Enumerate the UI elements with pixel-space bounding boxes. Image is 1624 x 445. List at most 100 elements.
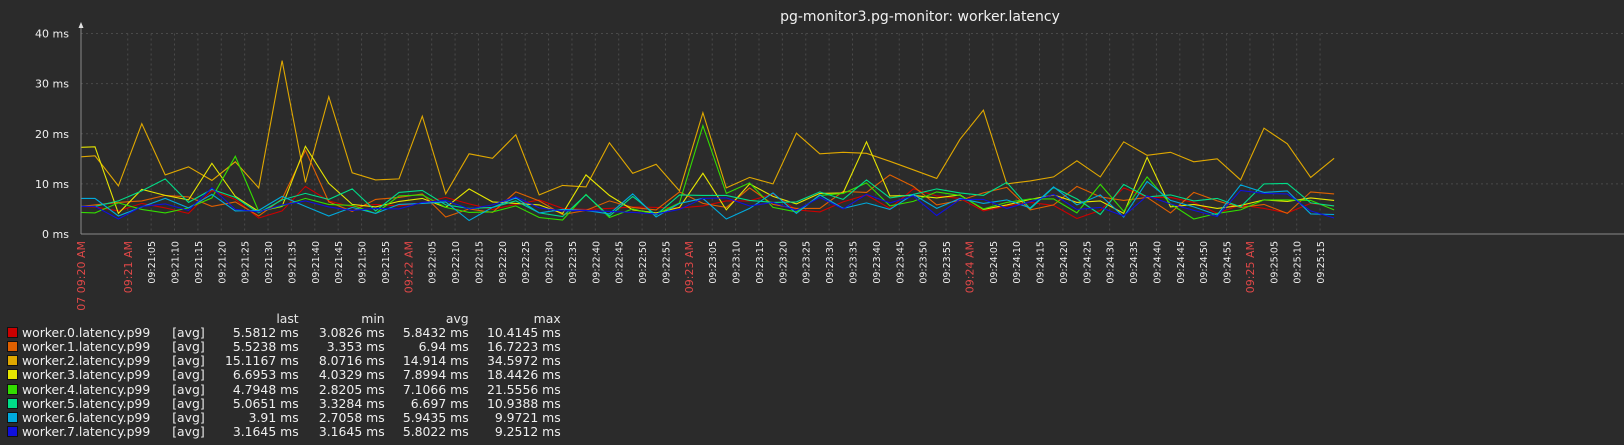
y-tick-label: 40 ms <box>35 28 69 41</box>
x-tick-label: 09:21:55 <box>381 241 392 284</box>
x-tick-label: 09:25 AM <box>1244 241 1257 293</box>
legend-max: 18.4426 ms <box>486 367 561 383</box>
legend-table: last min avg max worker.0.latency.p99 [a… <box>6 312 561 439</box>
x-tick-label: 09:24:10 <box>1012 241 1023 284</box>
legend-min: 3.3284 ms <box>318 395 385 411</box>
series-line-worker.2.latency.p99 <box>80 60 1335 196</box>
legend-agg: [avg] <box>172 381 205 397</box>
x-tick-label: 09:21:50 <box>358 241 369 284</box>
legend-min: 3.1645 ms <box>318 423 385 439</box>
legend-row[interactable]: worker.7.latency.p99 [avg] 3.1645 ms 3.1… <box>6 423 561 439</box>
legend-row[interactable]: worker.3.latency.p99 [avg] 6.6953 ms 4.0… <box>6 368 561 382</box>
legend-series-name: worker.4.latency.p99 <box>22 381 151 397</box>
legend-agg: [avg] <box>172 339 205 355</box>
x-tick-label: 09:21:15 <box>194 241 205 284</box>
chart-series <box>80 60 1335 222</box>
legend-avg: 7.1066 ms <box>402 381 469 397</box>
y-axis-ticks: 0 ms 10 ms 20 ms 30 ms 40 ms <box>35 28 69 242</box>
legend-agg: [avg] <box>172 423 205 439</box>
legend-swatch <box>7 369 18 381</box>
x-tick-label: 09:23:55 <box>942 241 953 284</box>
legend-max: 34.5972 ms <box>486 353 561 369</box>
x-tick-label: 09:24:50 <box>1199 241 1210 284</box>
legend-last: 3.91 ms <box>248 409 299 425</box>
x-tick-label: 09:21:25 <box>241 241 252 284</box>
series-line-worker.0.latency.p99 <box>80 185 1335 220</box>
legend-swatch <box>7 327 18 339</box>
series-line-worker.1.latency.p99 <box>80 148 1335 218</box>
legend-min: 2.8205 ms <box>318 381 385 397</box>
legend-agg: [avg] <box>172 325 205 341</box>
legend-row[interactable]: worker.5.latency.p99 [avg] 5.0651 ms 3.3… <box>6 395 561 411</box>
x-tick-label: 09:24:55 <box>1223 241 1234 284</box>
x-tick-label: 09:22 AM <box>402 241 415 293</box>
x-tick-label: 09:24:20 <box>1059 241 1070 284</box>
legend-avg: 6.94 ms <box>418 339 469 355</box>
legend-series-name: worker.5.latency.p99 <box>22 395 151 411</box>
latency-chart: pg-monitor3.pg-monitor: worker.latency 0… <box>35 9 1624 310</box>
x-tick-label: 09:23:20 <box>778 241 789 284</box>
legend-row[interactable]: worker.4.latency.p99 [avg] 4.7948 ms 2.8… <box>6 382 561 396</box>
legend-last: 4.7948 ms <box>232 381 299 397</box>
legend-max: 10.4145 ms <box>486 325 561 341</box>
x-tick-label: 09:23:35 <box>849 241 860 284</box>
legend-series-name: worker.3.latency.p99 <box>22 367 151 383</box>
legend-avg: 5.9435 ms <box>402 409 469 425</box>
x-tick-label: 09:22:10 <box>451 241 462 284</box>
x-tick-label: 09:24:15 <box>1036 241 1047 284</box>
legend-last: 5.5238 ms <box>232 339 299 355</box>
legend-min: 3.0826 ms <box>318 325 385 341</box>
legend-avg: 5.8432 ms <box>402 325 469 341</box>
x-tick-label: 09:23:05 <box>708 241 719 284</box>
x-tick-label: 09:24:30 <box>1106 241 1117 284</box>
legend-min: 4.0329 ms <box>318 367 385 383</box>
x-tick-label: 09:24:35 <box>1129 241 1140 284</box>
x-tick-label: 09:23:25 <box>802 241 813 284</box>
x-tick-label: 09:25:10 <box>1293 241 1304 284</box>
legend-row[interactable]: worker.2.latency.p99 [avg] 15.1167 ms 8.… <box>6 354 561 368</box>
legend-swatch <box>7 383 18 395</box>
legend-agg: [avg] <box>172 395 205 411</box>
legend-avg: 5.8022 ms <box>402 423 469 439</box>
legend-header-avg: avg <box>445 311 469 327</box>
legend-header-name <box>6 312 172 326</box>
x-tick-label: 09:21:35 <box>287 241 298 284</box>
legend-series-name: worker.1.latency.p99 <box>22 339 151 355</box>
legend-swatch <box>7 397 18 409</box>
x-tick-label: 09:21:20 <box>217 241 228 284</box>
x-tick-label: 09:22:15 <box>474 241 485 284</box>
legend-min: 2.7058 ms <box>318 409 385 425</box>
legend-header-last: last <box>276 311 299 327</box>
legend-agg: [avg] <box>172 353 205 369</box>
legend-agg: [avg] <box>172 409 205 425</box>
x-tick-label: 09:21:45 <box>334 241 345 284</box>
legend-swatch <box>7 425 18 437</box>
x-tick-label: 09:23:40 <box>872 241 883 284</box>
x-tick-label: 09:23 AM <box>683 241 696 293</box>
legend-header-row: last min avg max <box>6 311 560 327</box>
y-tick-label: 10 ms <box>35 178 69 191</box>
legend-row[interactable]: worker.1.latency.p99 [avg] 5.5238 ms 3.3… <box>6 340 561 354</box>
y-tick-label: 0 ms <box>42 228 69 241</box>
x-tick-label: 09:23:45 <box>895 241 906 284</box>
legend-row[interactable]: worker.6.latency.p99 [avg] 3.91 ms 2.705… <box>6 409 561 425</box>
x-tick-label: 09:22:45 <box>615 241 626 284</box>
x-tick-label: 09:22:20 <box>498 241 509 284</box>
legend-last: 6.6953 ms <box>232 367 299 383</box>
chart-title: pg-monitor3.pg-monitor: worker.latency <box>780 9 1060 25</box>
x-tick-label: 09:21:40 <box>311 241 322 284</box>
legend-max: 9.9721 ms <box>494 409 561 425</box>
legend-swatch <box>7 355 18 367</box>
legend-swatch <box>7 411 18 423</box>
legend-max: 9.2512 ms <box>494 423 561 439</box>
x-tick-label: 09:22:25 <box>521 241 532 284</box>
legend-series-name: worker.0.latency.p99 <box>22 325 151 341</box>
x-tick-label: 09:24:40 <box>1152 241 1163 284</box>
legend-row[interactable]: worker.0.latency.p99 [avg] 5.5812 ms 3.0… <box>6 326 561 340</box>
x-tick-label: 09:23:10 <box>732 241 743 284</box>
legend-min: 3.353 ms <box>326 339 385 355</box>
y-tick-label: 30 ms <box>35 78 69 91</box>
legend-last: 5.0651 ms <box>232 395 299 411</box>
x-tick-label: 09:25:05 <box>1269 241 1280 284</box>
legend-series-name: worker.6.latency.p99 <box>22 409 151 425</box>
